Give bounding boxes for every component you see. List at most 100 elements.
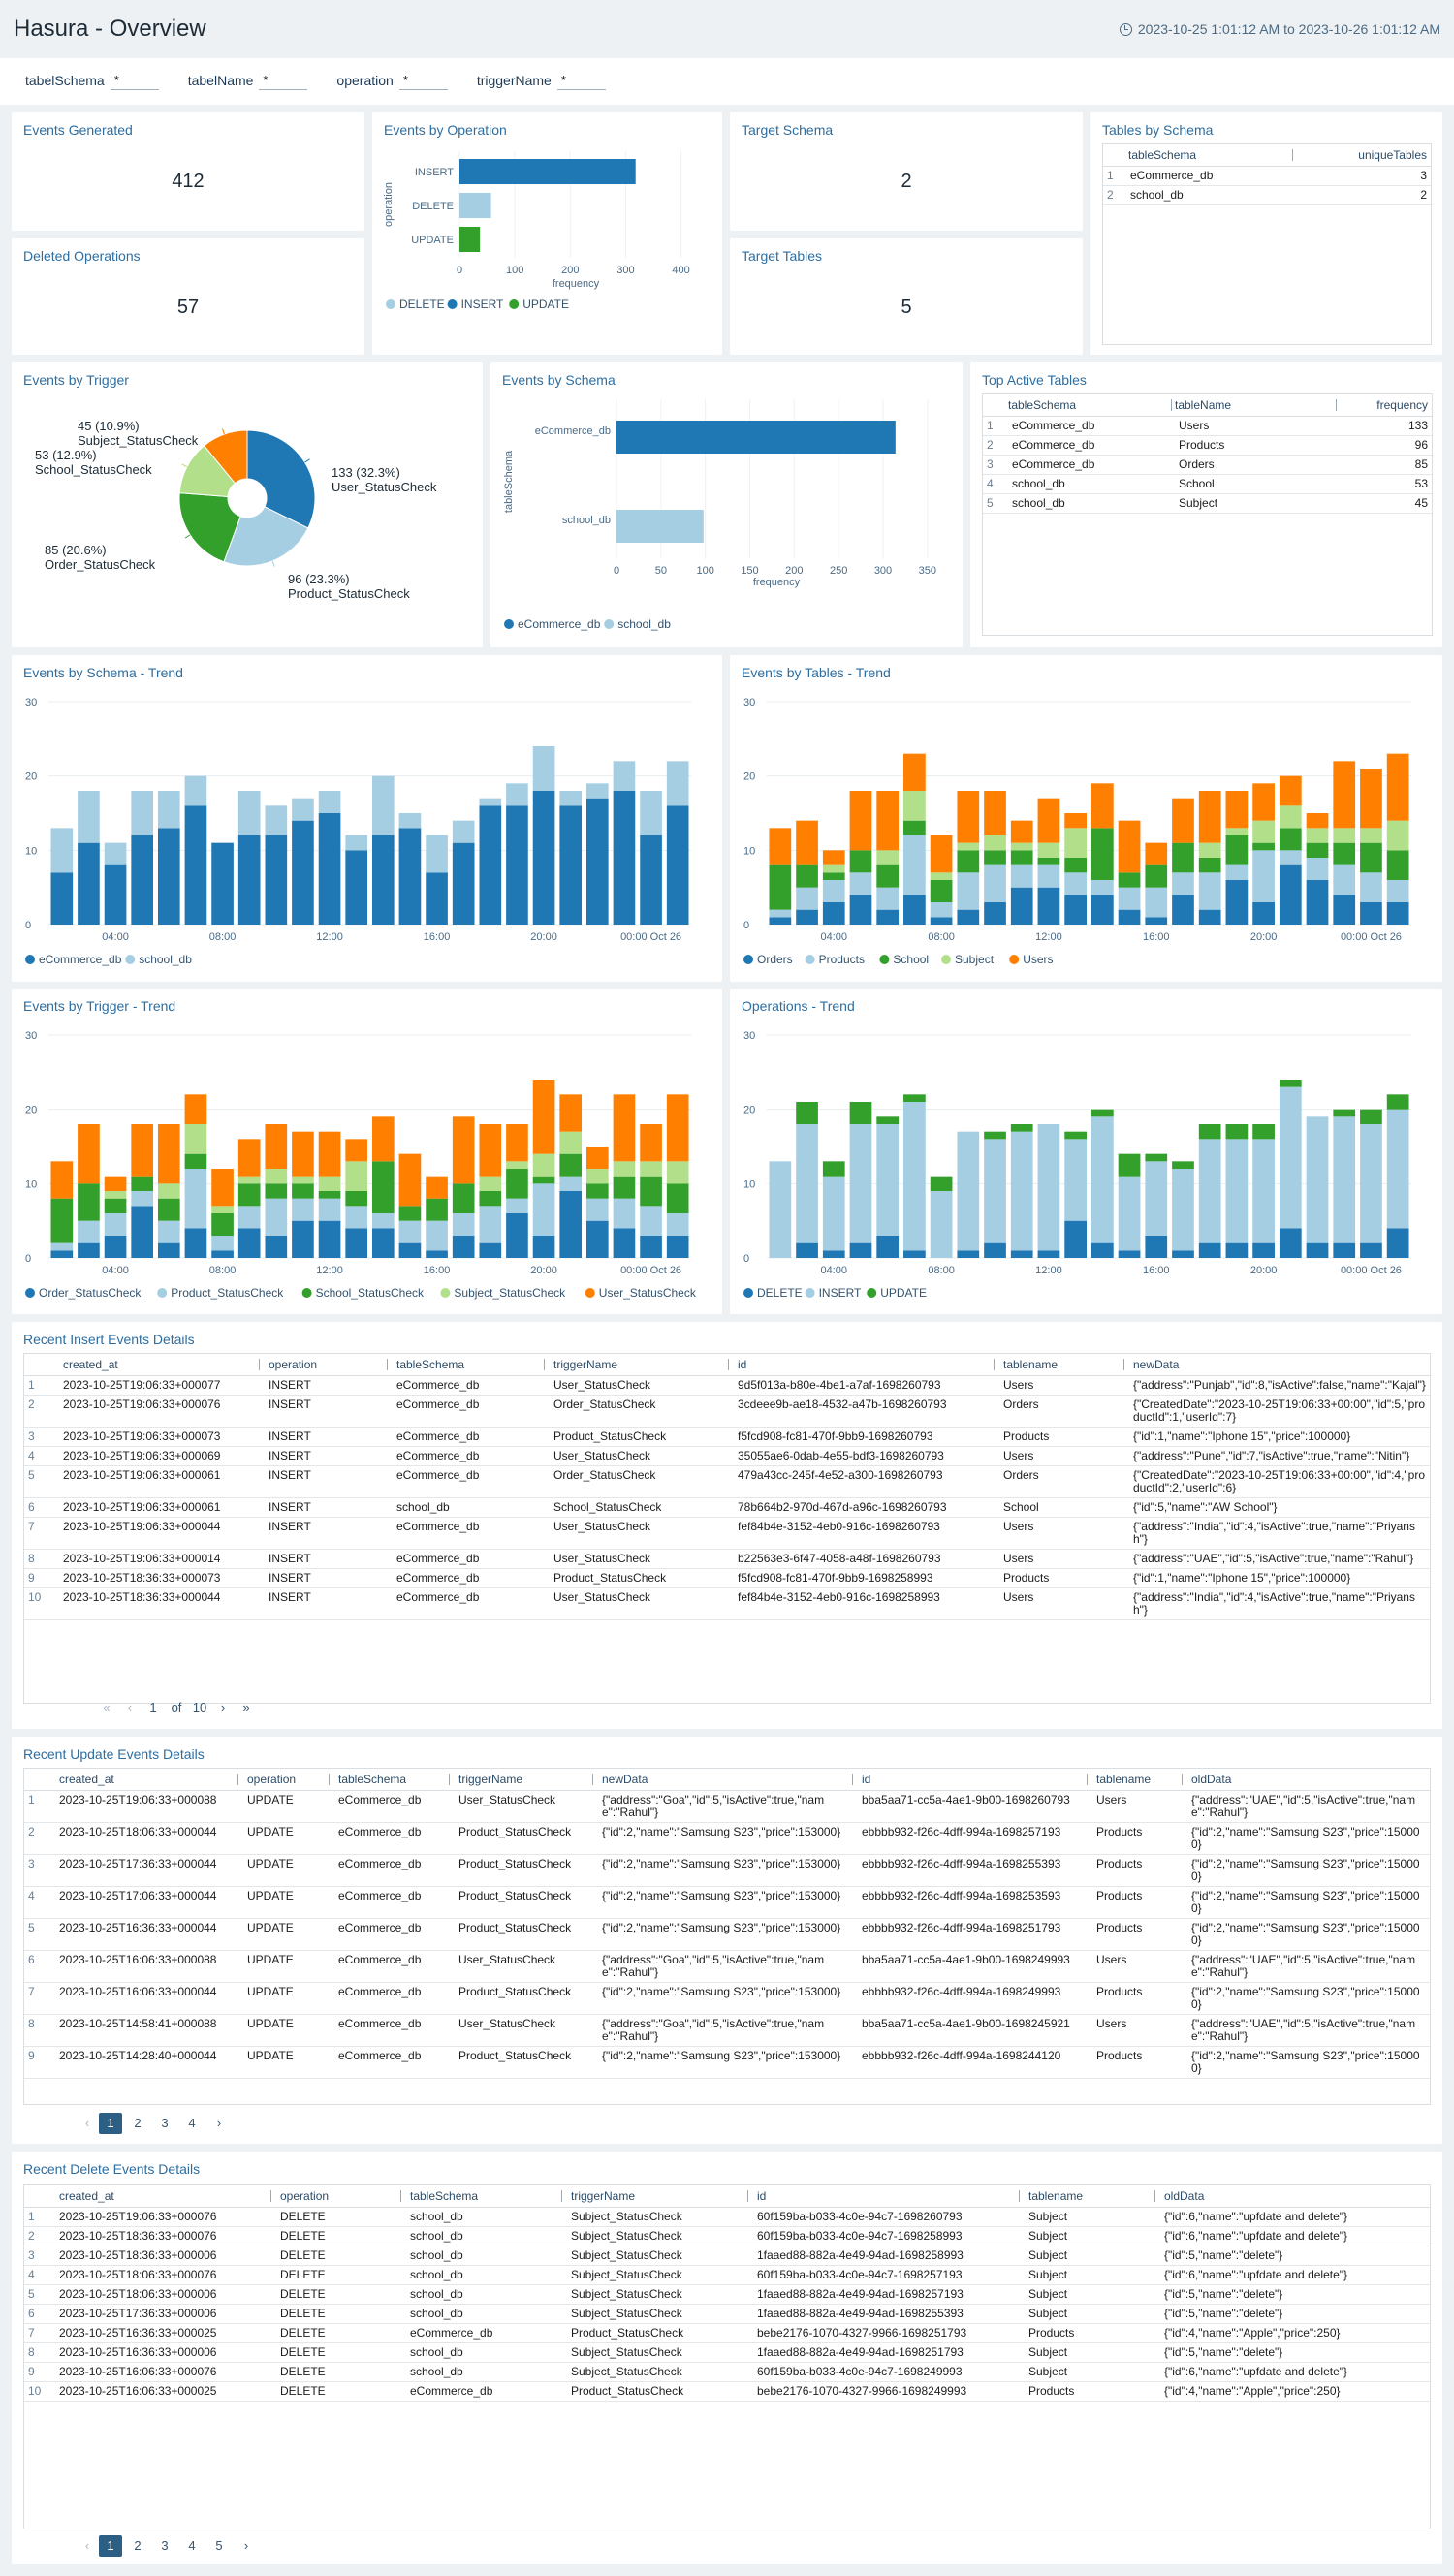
table-row[interactable]: 3 eCommerce_db Orders 85 bbox=[983, 455, 1432, 475]
bar-segment-update[interactable] bbox=[822, 1161, 845, 1177]
bar-segment-ecommerce_db[interactable] bbox=[292, 820, 314, 925]
bar-segment-school[interactable] bbox=[1118, 872, 1141, 888]
column-header[interactable]: newData bbox=[592, 1769, 852, 1791]
column-header[interactable]: created_at bbox=[46, 2185, 270, 2208]
table-row[interactable]: 2 2023-10-25T18:06:33+000044 UPDATE eCommer… bbox=[24, 1822, 1430, 1855]
bar-segment-product_statuscheck[interactable] bbox=[104, 1213, 127, 1236]
bar-segment-subject_statuscheck[interactable] bbox=[237, 1176, 261, 1184]
pie-slice-user_statuscheck[interactable] bbox=[246, 429, 316, 529]
current-page[interactable]: 1 bbox=[149, 1700, 157, 1714]
bar-segment-order_statuscheck[interactable] bbox=[506, 1213, 528, 1258]
bar-segment-orders[interactable] bbox=[876, 909, 900, 925]
bar-insert[interactable] bbox=[459, 159, 636, 184]
bar-segment-school_statuscheck[interactable] bbox=[398, 1206, 422, 1221]
bar-segment-school[interactable] bbox=[903, 820, 926, 835]
table-row[interactable]: 3 2023-10-25T17:36:33+000044 UPDATE eCommer… bbox=[24, 1854, 1430, 1887]
bar-segment-products[interactable] bbox=[796, 887, 818, 910]
column-header[interactable]: triggerName bbox=[544, 1354, 728, 1376]
table-row[interactable]: 2 2023-10-25T18:36:33+000076 DELETE school_… bbox=[24, 2226, 1430, 2246]
bar-segment-orders[interactable] bbox=[1064, 895, 1088, 925]
page-number[interactable]: 3 bbox=[161, 2538, 169, 2553]
bar-segment-subject_statuscheck[interactable] bbox=[184, 1124, 207, 1154]
bar-segment-insert[interactable] bbox=[1279, 1086, 1302, 1229]
bar-segment-school_db[interactable] bbox=[184, 775, 207, 806]
table-row[interactable]: 3 2023-10-25T19:06:33+000073 INSERT eCommer… bbox=[24, 1427, 1430, 1447]
bar-segment-ecommerce_db[interactable] bbox=[104, 864, 127, 925]
bar-segment-subject[interactable] bbox=[1306, 828, 1329, 843]
next-page-icon[interactable]: › bbox=[220, 1700, 226, 1714]
bar-segment-subject_statuscheck[interactable] bbox=[532, 1153, 555, 1177]
table-row[interactable]: 2 2023-10-25T19:06:33+000076 INSERT eCommer… bbox=[24, 1395, 1430, 1428]
bar-segment-products[interactable] bbox=[1145, 887, 1168, 918]
filter-value[interactable]: * bbox=[556, 73, 606, 90]
bar-segment-update[interactable] bbox=[1145, 1153, 1168, 1162]
bar-segment-insert[interactable] bbox=[930, 1191, 953, 1258]
bar-segment-school_statuscheck[interactable] bbox=[184, 1153, 207, 1169]
bar-segment-order_statuscheck[interactable] bbox=[666, 1236, 689, 1258]
bar-segment-ecommerce_db[interactable] bbox=[78, 842, 100, 925]
bar-segment-ecommerce_db[interactable] bbox=[666, 805, 689, 925]
bar-segment-product_statuscheck[interactable] bbox=[613, 1198, 636, 1229]
bar-segment-users[interactable] bbox=[822, 850, 845, 865]
column-header[interactable]: tableSchema bbox=[1124, 144, 1293, 167]
next-page-icon[interactable]: › bbox=[243, 2538, 249, 2553]
bar-segment-order_statuscheck[interactable] bbox=[426, 1250, 448, 1258]
bar-segment-school_statuscheck[interactable] bbox=[532, 1176, 555, 1184]
bar-segment-update[interactable] bbox=[1333, 1109, 1356, 1117]
bar-segment-user_statuscheck[interactable] bbox=[292, 1131, 314, 1177]
bar-segment-subject[interactable] bbox=[1252, 820, 1275, 843]
bar-segment-delete[interactable] bbox=[1306, 1242, 1329, 1258]
bar-segment-product_statuscheck[interactable] bbox=[426, 1220, 448, 1251]
bar-segment-school[interactable] bbox=[930, 880, 953, 902]
bar-segment-subject_statuscheck[interactable] bbox=[345, 1161, 368, 1191]
bar-segment-product_statuscheck[interactable] bbox=[398, 1220, 422, 1243]
bar-segment-product_statuscheck[interactable] bbox=[506, 1198, 528, 1213]
bar-segment-school_statuscheck[interactable] bbox=[452, 1183, 475, 1213]
bar-segment-order_statuscheck[interactable] bbox=[345, 1228, 368, 1258]
bar-segment-insert[interactable] bbox=[1145, 1161, 1168, 1236]
bar-segment-school_statuscheck[interactable] bbox=[506, 1169, 528, 1199]
bar-segment-ecommerce_db[interactable] bbox=[640, 835, 662, 925]
bar-segment-delete[interactable] bbox=[1252, 1242, 1275, 1258]
bar-segment-product_statuscheck[interactable] bbox=[479, 1206, 502, 1243]
bar-segment-school_statuscheck[interactable] bbox=[104, 1198, 127, 1213]
bar-segment-delete[interactable] bbox=[822, 1250, 845, 1258]
bar-segment-ecommerce_db[interactable] bbox=[613, 791, 636, 925]
bar-segment-user_statuscheck[interactable] bbox=[237, 1139, 261, 1177]
bar-segment-school[interactable] bbox=[1064, 858, 1088, 873]
bar-segment-insert[interactable] bbox=[957, 1131, 980, 1251]
column-header[interactable]: id bbox=[747, 2185, 1019, 2208]
bar-segment-order_statuscheck[interactable] bbox=[532, 1236, 555, 1258]
column-header[interactable]: created_at bbox=[46, 1769, 237, 1791]
table-row[interactable]: 2 eCommerce_db Products 96 bbox=[983, 435, 1432, 456]
table-row[interactable]: 6 2023-10-25T19:06:33+000061 INSERT school_… bbox=[24, 1497, 1430, 1518]
bar-segment-update[interactable] bbox=[1118, 1153, 1141, 1177]
page-number[interactable]: 1 bbox=[99, 2535, 122, 2557]
bar-segment-product_statuscheck[interactable] bbox=[157, 1220, 180, 1243]
bar-segment-school[interactable] bbox=[1333, 842, 1356, 865]
bar-segment-delete[interactable] bbox=[957, 1250, 980, 1258]
bar-segment-product_statuscheck[interactable] bbox=[78, 1220, 100, 1243]
bar-segment-order_statuscheck[interactable] bbox=[640, 1236, 662, 1258]
bar-segment-ecommerce_db[interactable] bbox=[211, 842, 234, 925]
bar-segment-subject_statuscheck[interactable] bbox=[479, 1176, 502, 1191]
bar-segment-school[interactable] bbox=[1279, 828, 1302, 851]
bar-segment-ecommerce_db[interactable] bbox=[398, 828, 422, 925]
table-row[interactable]: 4 2023-10-25T17:06:33+000044 UPDATE eCommer… bbox=[24, 1886, 1430, 1919]
bar-segment-users[interactable] bbox=[796, 820, 818, 865]
bar-segment-school_statuscheck[interactable] bbox=[345, 1191, 368, 1207]
prev-page-icon[interactable]: ‹ bbox=[127, 1700, 133, 1714]
bar-segment-orders[interactable] bbox=[769, 917, 792, 925]
bar-segment-insert[interactable] bbox=[822, 1176, 845, 1251]
bar-segment-subject[interactable] bbox=[1279, 805, 1302, 829]
bar-segment-subject[interactable] bbox=[1010, 842, 1033, 851]
bar-segment-subject_statuscheck[interactable] bbox=[265, 1169, 288, 1184]
bar-segment-delete[interactable] bbox=[1333, 1242, 1356, 1258]
bar-segment-products[interactable] bbox=[769, 909, 792, 918]
bar-segment-insert[interactable] bbox=[1360, 1124, 1382, 1243]
table-row[interactable]: 1 2023-10-25T19:06:33+000076 DELETE school_… bbox=[24, 2207, 1430, 2227]
bar-segment-ecommerce_db[interactable] bbox=[479, 805, 502, 925]
bar-delete[interactable] bbox=[459, 193, 491, 218]
next-page-icon[interactable]: › bbox=[216, 2116, 222, 2130]
column-header[interactable]: tablename bbox=[994, 1354, 1123, 1376]
